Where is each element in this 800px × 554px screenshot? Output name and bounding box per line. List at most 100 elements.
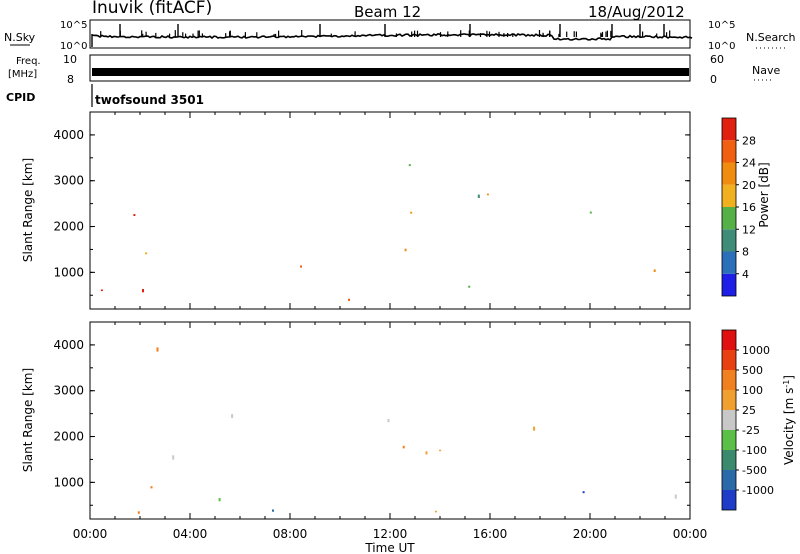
colorbar-tick-label: -25 (742, 424, 760, 437)
nsky-spikes (91, 24, 671, 47)
cpid-label: CPID (6, 91, 35, 104)
colorbar-tick-label: 500 (742, 364, 763, 377)
nave-tick-top: 60 (710, 53, 724, 66)
x-tick-label: 20:00 (573, 527, 608, 541)
station-title: Inuvik (fitACF) (92, 0, 212, 18)
freq-trace (92, 68, 689, 76)
colorbar-segment (722, 184, 736, 207)
range-gate-cell (533, 426, 536, 431)
beam-title: Beam 12 (354, 3, 421, 21)
velocity-xticks: 00:00 04:00 08:00 12:00 16:00 20:00 00:00 (73, 322, 707, 541)
range-gate-cell (133, 214, 136, 216)
freq-tick-top: 10 (63, 53, 77, 66)
velocity-colorbar-label-end: ] (782, 375, 796, 380)
velocity-colorbar: 1000 500 100 25 -25 -100 -500 -1000 (721, 329, 774, 511)
colorbar-segment (722, 490, 736, 510)
power-colorbar: 4 8 12 16 20 24 28 (721, 117, 756, 297)
colorbar-segment (722, 370, 736, 390)
freq-strip: Freq. [MHz] 10 8 60 0 Nave (8, 53, 780, 86)
x-tick-label: 12:00 (373, 527, 408, 541)
range-gate-cell (439, 449, 442, 452)
colorbar-tick-label: -500 (742, 464, 767, 477)
colorbar-tick-label: 25 (742, 404, 756, 417)
colorbar-segment (722, 410, 736, 430)
colorbar-tick-label: 24 (742, 157, 756, 170)
freq-label: Freq. (16, 56, 41, 67)
nsky-frame (89, 19, 691, 49)
colorbar-segment (722, 118, 736, 141)
range-gate-cell (410, 211, 413, 214)
cpid-strip: CPID twofsound 3501 (6, 84, 204, 107)
y-tick-label: 1000 (53, 475, 84, 489)
colorbar-tick-label: 100 (742, 384, 763, 397)
power-scatter (100, 164, 656, 301)
range-gate-cell (589, 211, 592, 214)
range-gate-cell (231, 414, 234, 419)
range-gate-cell (653, 269, 656, 272)
colorbar-frame (721, 329, 737, 511)
range-gate-cell (348, 298, 350, 301)
velocity-scatter (137, 347, 677, 514)
colorbar-tick-label: 4 (742, 268, 749, 281)
range-gate-cell (218, 498, 221, 502)
range-gate-cell (486, 193, 489, 196)
x-tick-label: 08:00 (273, 527, 308, 541)
y-tick-label: 4000 (53, 338, 84, 352)
colorbar-tick-label: 16 (742, 201, 756, 214)
range-gate-cell (402, 445, 405, 449)
range-gate-cell (404, 248, 407, 252)
power-yticks: 1000 2000 3000 4000 (53, 111, 690, 296)
range-gate-cell (387, 419, 390, 423)
freq-unit-label: [MHz] (8, 69, 37, 80)
nsky-tick-top-right: 10^5 (708, 20, 735, 31)
colorbar-tick-label: 1000 (742, 344, 770, 357)
y-tick-label: 4000 (53, 128, 84, 142)
colorbar-segment (722, 140, 736, 163)
colorbar-segment (722, 450, 736, 470)
nsky-tick-bottom-left: 10^0 (60, 41, 87, 52)
colorbar-segment (722, 330, 736, 350)
x-tick-label: 04:00 (173, 527, 208, 541)
range-gate-cell (582, 491, 585, 494)
velocity-colorbar-label-main: Velocity [m s (782, 388, 796, 465)
date-title: 18/Aug/2012 (588, 3, 685, 21)
nave-tick-bottom: 0 (710, 73, 717, 86)
colorbar-segment (722, 162, 736, 185)
range-gate-cell (434, 510, 437, 513)
power-ylabel: Slant Range [km] (21, 158, 35, 262)
velocity-colorbar-label: Velocity [m s-1] (782, 375, 797, 465)
range-gate-cell (172, 455, 175, 460)
colorbar-segment (722, 430, 736, 450)
nsky-label: N.Sky (4, 31, 36, 44)
freq-frame (89, 54, 691, 82)
colorbar-tick-label: 12 (742, 223, 756, 236)
nsky-tick-top-left: 10^5 (60, 20, 87, 31)
power-xticks (89, 112, 691, 309)
colorbar-tick-label: 20 (742, 179, 756, 192)
nsky-strip: N.Sky 10^5 10^0 10^5 10^0 N.Search (4, 19, 796, 52)
colorbar-segment (722, 251, 736, 274)
y-tick-label: 2000 (53, 220, 84, 234)
power-frame (89, 111, 691, 310)
x-tick-label: 16:00 (473, 527, 508, 541)
colorbar-segment (722, 350, 736, 370)
range-gate-cell (145, 252, 148, 255)
nsky-trace (91, 32, 693, 41)
colorbar-segment (722, 390, 736, 410)
range-gate-cell (674, 494, 677, 499)
range-gate-cell (142, 289, 144, 293)
cpid-value: twofsound 3501 (95, 93, 204, 107)
velocity-ylabel: Slant Range [km] (21, 368, 35, 472)
power-colorbar-label: Power [dB] (757, 162, 771, 227)
velocity-colorbar-label-sup: -1 (782, 380, 791, 388)
colorbar-segment (722, 470, 736, 490)
time-axis-label: Time UT (364, 541, 415, 554)
velocity-yticks: 1000 2000 3000 4000 (53, 321, 690, 506)
range-gate-cell (137, 511, 140, 514)
range-gate-cell (272, 509, 274, 512)
y-tick-label: 1000 (53, 265, 84, 279)
y-tick-label: 3000 (53, 384, 84, 398)
colorbar-tick-label: 8 (742, 246, 749, 259)
